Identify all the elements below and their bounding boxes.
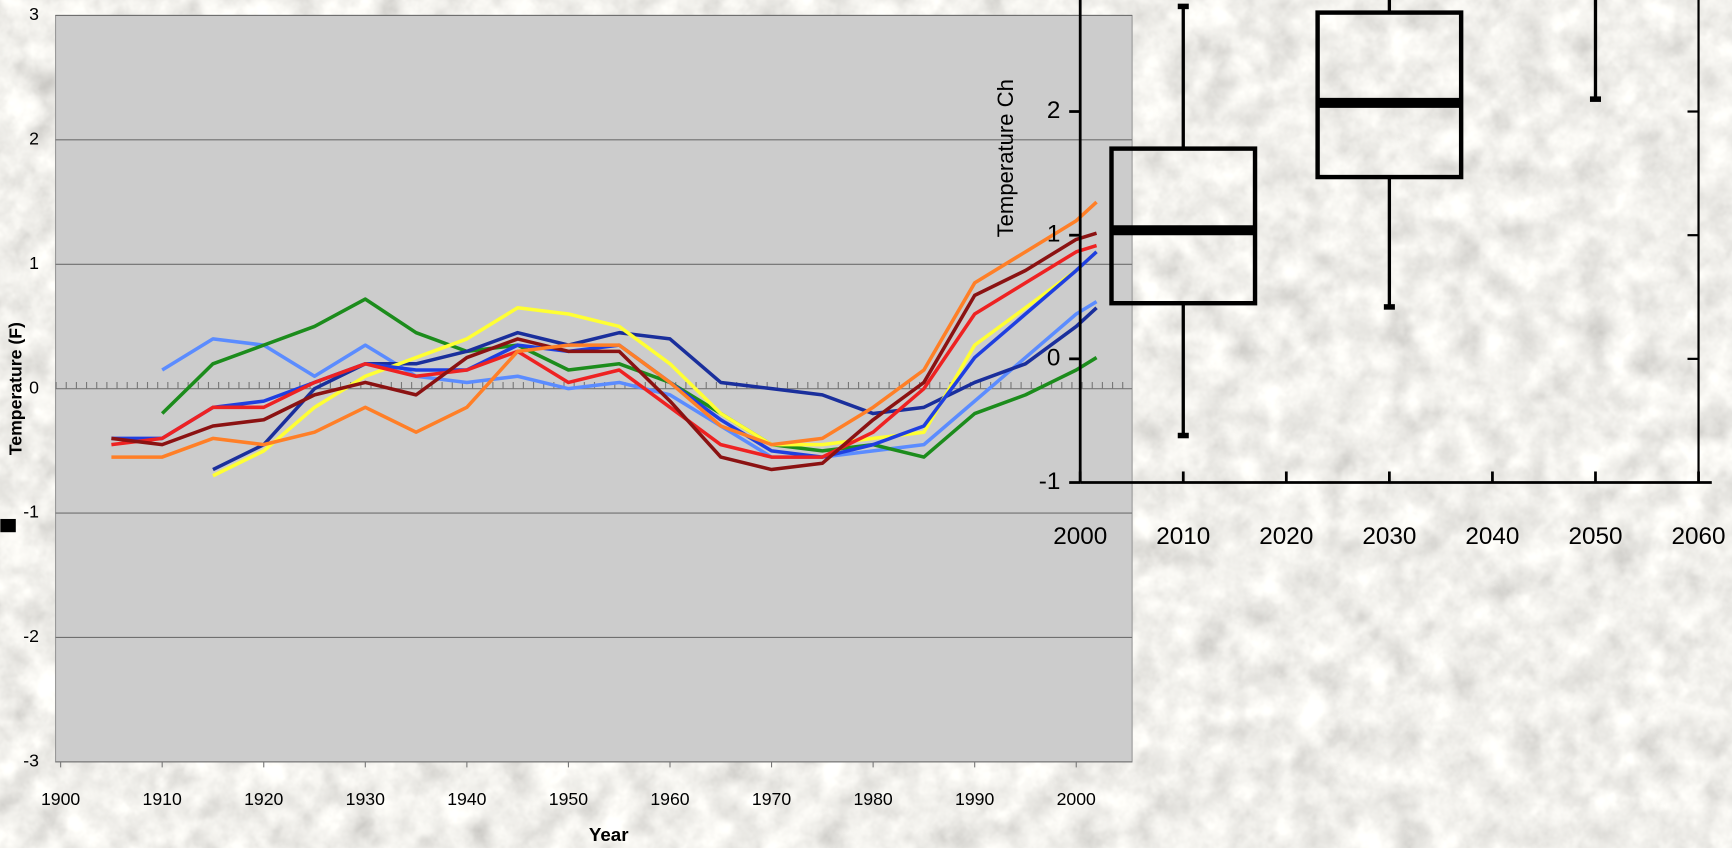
x-tick-label: 2020 xyxy=(1259,523,1313,550)
x-tick-label: 1950 xyxy=(549,789,588,809)
x-tick-label: 2040 xyxy=(1465,523,1519,550)
box-chart: -101232000201020202030204020502060Temper… xyxy=(993,0,1726,550)
line-chart: -3 -2 -1 0 1 2 3 1900 1910 1920 1930 1940 1950 1960 19… xyxy=(6,4,1133,845)
y-tick-label: -3 xyxy=(23,751,39,771)
y-axis-label: Temperature Ch xyxy=(993,79,1018,237)
x-tick-label: 1980 xyxy=(853,789,892,809)
y-tick-label: 1 xyxy=(1047,221,1061,248)
y-tick-label: -2 xyxy=(23,626,39,646)
x-axis-label: Year xyxy=(589,824,629,845)
y-tick-label: -1 xyxy=(23,502,39,522)
series-line xyxy=(160,297,1098,459)
x-tick-label: 2010 xyxy=(1156,523,1210,550)
y-tick-label: 3 xyxy=(29,4,39,24)
series-line xyxy=(212,250,1098,478)
series-line xyxy=(111,200,1098,459)
marker xyxy=(0,518,16,533)
x-tick-label: 1970 xyxy=(752,789,791,809)
y-tick-label: 2 xyxy=(1047,97,1061,124)
series-line xyxy=(111,231,1098,472)
x-tick-label: 1930 xyxy=(346,789,385,809)
box xyxy=(1315,10,1464,180)
x-tick-label: 2050 xyxy=(1568,523,1622,550)
x-tick-label: 2030 xyxy=(1362,523,1416,550)
x-tick-label: 1910 xyxy=(143,789,182,809)
y-tick-label: 1 xyxy=(29,253,39,273)
series-line xyxy=(111,243,1098,459)
y-tick-label: 0 xyxy=(29,377,39,397)
x-tick-label: 2000 xyxy=(1053,523,1107,550)
x-tick-label: 1900 xyxy=(41,789,80,809)
x-tick-label: 1940 xyxy=(447,789,486,809)
x-tick-label: 1920 xyxy=(244,789,283,809)
y-tick-label: 0 xyxy=(1047,344,1061,371)
x-tick-label: 2000 xyxy=(1057,789,1096,809)
x-tick-label: 1960 xyxy=(650,789,689,809)
y-tick-label: -1 xyxy=(1039,468,1061,495)
x-tick-label: 1990 xyxy=(955,789,994,809)
x-tick-label: 2060 xyxy=(1672,523,1726,550)
y-axis-label: Temperature (F) xyxy=(6,322,26,455)
y-tick-label: 2 xyxy=(29,129,39,149)
